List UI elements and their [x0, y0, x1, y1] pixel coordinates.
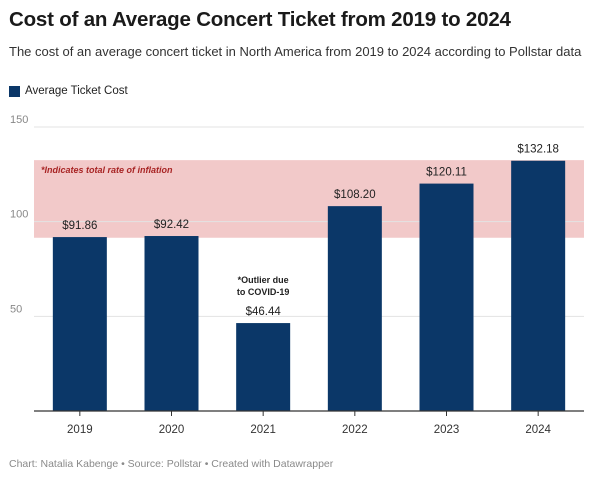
inflation-band	[34, 160, 584, 238]
legend-swatch	[9, 85, 20, 97]
chart-footer: Chart: Natalia Kabenge • Source: Pollsta…	[9, 458, 334, 470]
legend: Average Ticket Cost	[9, 85, 128, 97]
inflation-band-label: *Indicates total rate of inflation	[41, 165, 173, 175]
y-tick-label: 100	[10, 209, 28, 221]
bar	[52, 237, 107, 411]
bar-value-label: $132.18	[517, 144, 559, 156]
legend-label: Average Ticket Cost	[25, 85, 128, 97]
bar	[144, 236, 199, 411]
x-tick-label: 2020	[159, 424, 185, 436]
bar	[236, 323, 291, 411]
x-tick-label: 2024	[525, 424, 551, 436]
x-tick-label: 2019	[67, 424, 93, 436]
bar-value-label: $91.86	[62, 220, 97, 232]
x-tick-label: 2022	[342, 424, 368, 436]
chart-title: Cost of an Average Concert Ticket from 2…	[9, 8, 511, 31]
bar	[327, 206, 382, 411]
x-tick-label: 2023	[434, 424, 460, 436]
y-tick-label: 50	[10, 303, 22, 315]
chart-subtitle: The cost of an average concert ticket in…	[9, 44, 582, 59]
annotation-outlier: *Outlier due	[238, 275, 289, 285]
y-tick-label: 150	[10, 114, 28, 126]
bar-value-label: $92.42	[154, 219, 189, 231]
bar	[419, 183, 474, 411]
bar-value-label: $120.11	[426, 167, 467, 179]
x-tick-label: 2021	[250, 424, 276, 436]
annotation-outlier: to COVID-19	[237, 287, 290, 297]
bar-value-label: $46.44	[246, 306, 282, 318]
bar	[511, 160, 566, 411]
bar-value-label: $108.20	[334, 189, 376, 201]
